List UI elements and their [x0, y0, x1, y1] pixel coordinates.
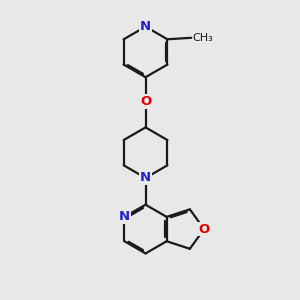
Text: O: O [140, 95, 151, 108]
Text: N: N [140, 171, 151, 184]
Text: N: N [140, 20, 151, 33]
Text: N: N [119, 210, 130, 224]
Text: O: O [199, 223, 210, 236]
Text: CH₃: CH₃ [192, 33, 213, 43]
